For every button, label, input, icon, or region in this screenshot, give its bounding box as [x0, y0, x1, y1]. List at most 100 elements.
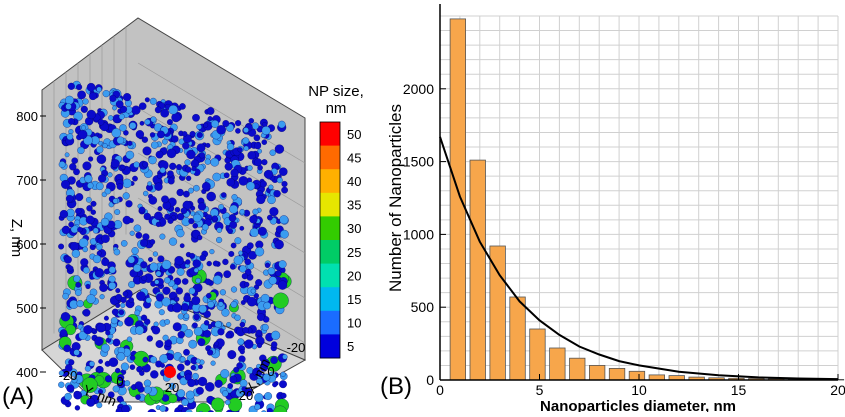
particle	[217, 328, 225, 336]
particle	[222, 258, 229, 266]
particle	[239, 265, 247, 273]
colorbar-segment	[320, 122, 340, 147]
particle	[263, 301, 271, 310]
particle	[87, 182, 94, 189]
particle	[69, 241, 80, 252]
z-axis: 800 700 600 500 400	[16, 109, 46, 380]
particle	[198, 364, 203, 370]
particle	[78, 129, 88, 140]
particle	[212, 275, 223, 285]
particle	[206, 107, 215, 115]
particle	[161, 259, 172, 270]
particle	[89, 92, 97, 101]
particle	[112, 105, 117, 111]
colorbar-label: 40	[347, 174, 361, 189]
particle	[273, 190, 281, 198]
particle	[133, 161, 140, 168]
particle	[68, 359, 75, 366]
particle	[188, 287, 196, 295]
particle	[86, 109, 96, 120]
colorbar-label: 30	[347, 221, 361, 236]
particle	[89, 360, 95, 367]
particle	[162, 138, 168, 145]
particle	[184, 359, 191, 366]
particle	[66, 133, 74, 141]
colorbar-title-line1: NP size,	[308, 83, 364, 100]
particle	[249, 215, 258, 224]
particle	[77, 226, 83, 233]
particle	[82, 161, 92, 171]
particle	[193, 326, 203, 336]
particle	[207, 349, 214, 356]
bar	[628, 370, 646, 381]
particle	[166, 148, 177, 159]
particle	[143, 385, 152, 394]
particle	[108, 115, 114, 121]
y-tick-labels: 0 500 1000 1500 2000	[403, 81, 446, 388]
particle	[223, 270, 232, 279]
particle	[275, 270, 282, 277]
particle	[247, 165, 253, 171]
particle	[102, 143, 108, 149]
particle	[196, 131, 203, 139]
particle	[86, 205, 93, 212]
particle	[116, 183, 124, 190]
particle	[229, 263, 236, 270]
colorbar-segment	[320, 145, 340, 170]
particle	[121, 404, 130, 414]
particle	[246, 181, 256, 191]
particle	[197, 338, 206, 347]
x-axis-tick-label: 0	[267, 364, 274, 379]
particle	[150, 370, 159, 379]
particle	[135, 394, 141, 400]
particle	[99, 294, 105, 300]
particle	[230, 168, 239, 177]
particle	[149, 132, 156, 138]
particle	[235, 128, 241, 134]
particle	[128, 297, 134, 303]
particle	[218, 301, 224, 307]
particle	[177, 331, 185, 339]
particle	[141, 136, 149, 143]
colorbar-title-line2: nm	[326, 100, 347, 117]
particle	[249, 228, 259, 237]
particle	[254, 142, 262, 150]
particle	[166, 119, 173, 126]
particle	[98, 174, 107, 183]
particle	[278, 120, 286, 129]
particle	[224, 162, 233, 171]
particle	[228, 250, 235, 257]
particle	[261, 159, 268, 166]
particle	[176, 229, 185, 238]
particle	[144, 97, 150, 103]
particle	[181, 303, 189, 311]
particle	[149, 97, 157, 105]
particle	[279, 380, 287, 389]
particle	[230, 242, 237, 249]
particle	[135, 231, 143, 239]
bar	[569, 357, 586, 381]
particle	[168, 237, 178, 246]
particle	[203, 310, 211, 318]
particle	[219, 289, 226, 296]
particle	[124, 316, 134, 327]
particle	[112, 338, 121, 347]
particle	[143, 212, 151, 221]
particle	[242, 327, 249, 334]
particle	[77, 146, 85, 155]
particle	[129, 122, 137, 130]
particle	[198, 304, 207, 314]
particle	[176, 267, 185, 276]
particle	[134, 381, 143, 390]
particle	[96, 402, 103, 409]
particle	[80, 258, 89, 267]
particle	[271, 330, 281, 340]
particle	[119, 124, 127, 132]
bar	[469, 159, 486, 381]
particle	[64, 152, 70, 158]
particle	[271, 341, 278, 348]
particle	[104, 188, 111, 195]
particle	[82, 266, 90, 274]
particle	[211, 215, 218, 222]
particle	[96, 322, 106, 333]
